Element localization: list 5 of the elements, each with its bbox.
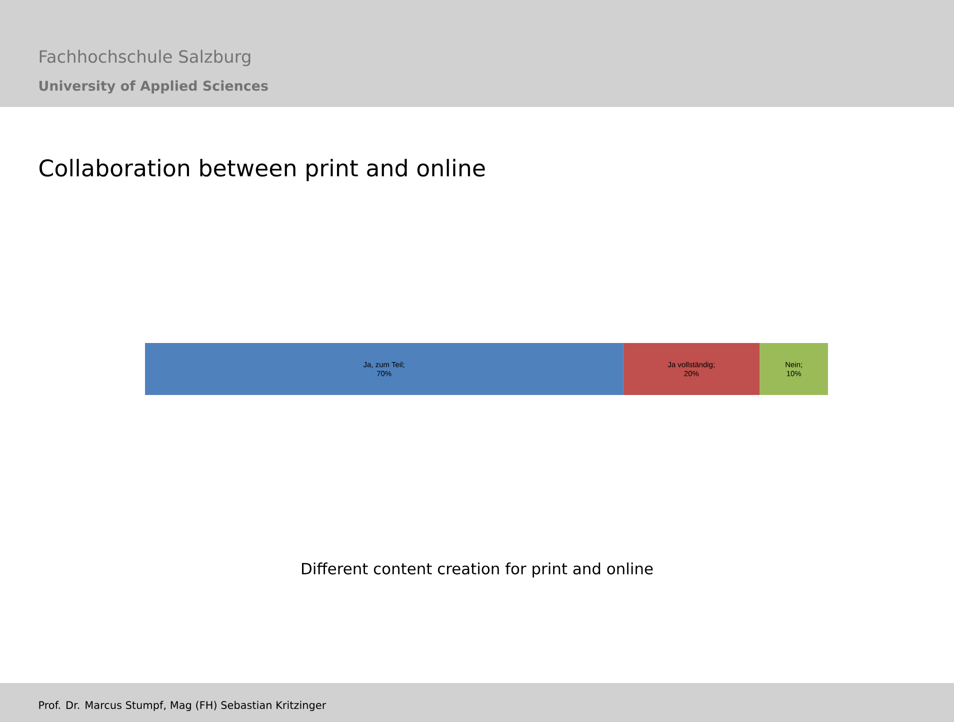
text: Prof. Dr. Marcus Stumpf, Mag (FH) Sebastian Kritzinger [39,700,326,712]
text: Different content creation for print and online [302,562,653,578]
text: Fachhochschule Salzburg [40,50,250,66]
chart-title: Collaboration between print and online [39,158,485,182]
text: University of Applied Sciences [39,80,268,94]
